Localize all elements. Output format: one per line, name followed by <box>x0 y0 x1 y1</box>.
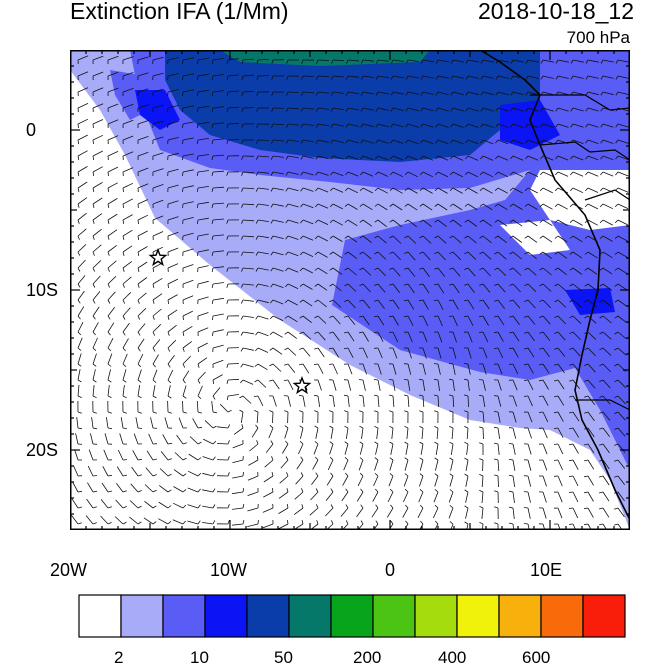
lon-label-20w: 20W <box>50 560 87 581</box>
colorbar-box <box>331 595 373 637</box>
colorbar-box <box>499 595 541 637</box>
lat-label-20s: 20S <box>26 440 58 461</box>
colorbar-label-10: 10 <box>190 648 209 668</box>
lon-label-0: 0 <box>385 560 395 581</box>
colorbar <box>78 594 626 638</box>
title: Extinction IFA (1/Mm) <box>70 0 289 25</box>
colorbar-label-200: 200 <box>353 648 381 668</box>
colorbar-box <box>415 595 457 637</box>
colorbar-box <box>121 595 163 637</box>
colorbar-box <box>457 595 499 637</box>
map-panel <box>70 50 630 530</box>
colorbar-label-600: 600 <box>522 648 550 668</box>
colorbar-box <box>247 595 289 637</box>
colorbar-box <box>583 595 625 637</box>
colorbar-box <box>373 595 415 637</box>
colorbar-label-400: 400 <box>438 648 466 668</box>
colorbar-label-50: 50 <box>274 648 293 668</box>
colorbar-box <box>79 595 121 637</box>
colorbar-box <box>163 595 205 637</box>
colorbar-box <box>205 595 247 637</box>
colorbar-box <box>289 595 331 637</box>
datetime-label: 2018-10-18_12 <box>478 0 634 25</box>
lon-label-10w: 10W <box>210 560 247 581</box>
pressure-level-label: 700 hPa <box>567 28 630 48</box>
colorbar-box <box>541 595 583 637</box>
lon-label-10e: 10E <box>530 560 562 581</box>
lat-label-10s: 10S <box>26 280 58 301</box>
colorbar-label-2: 2 <box>114 648 123 668</box>
lat-label-0: 0 <box>26 120 36 141</box>
